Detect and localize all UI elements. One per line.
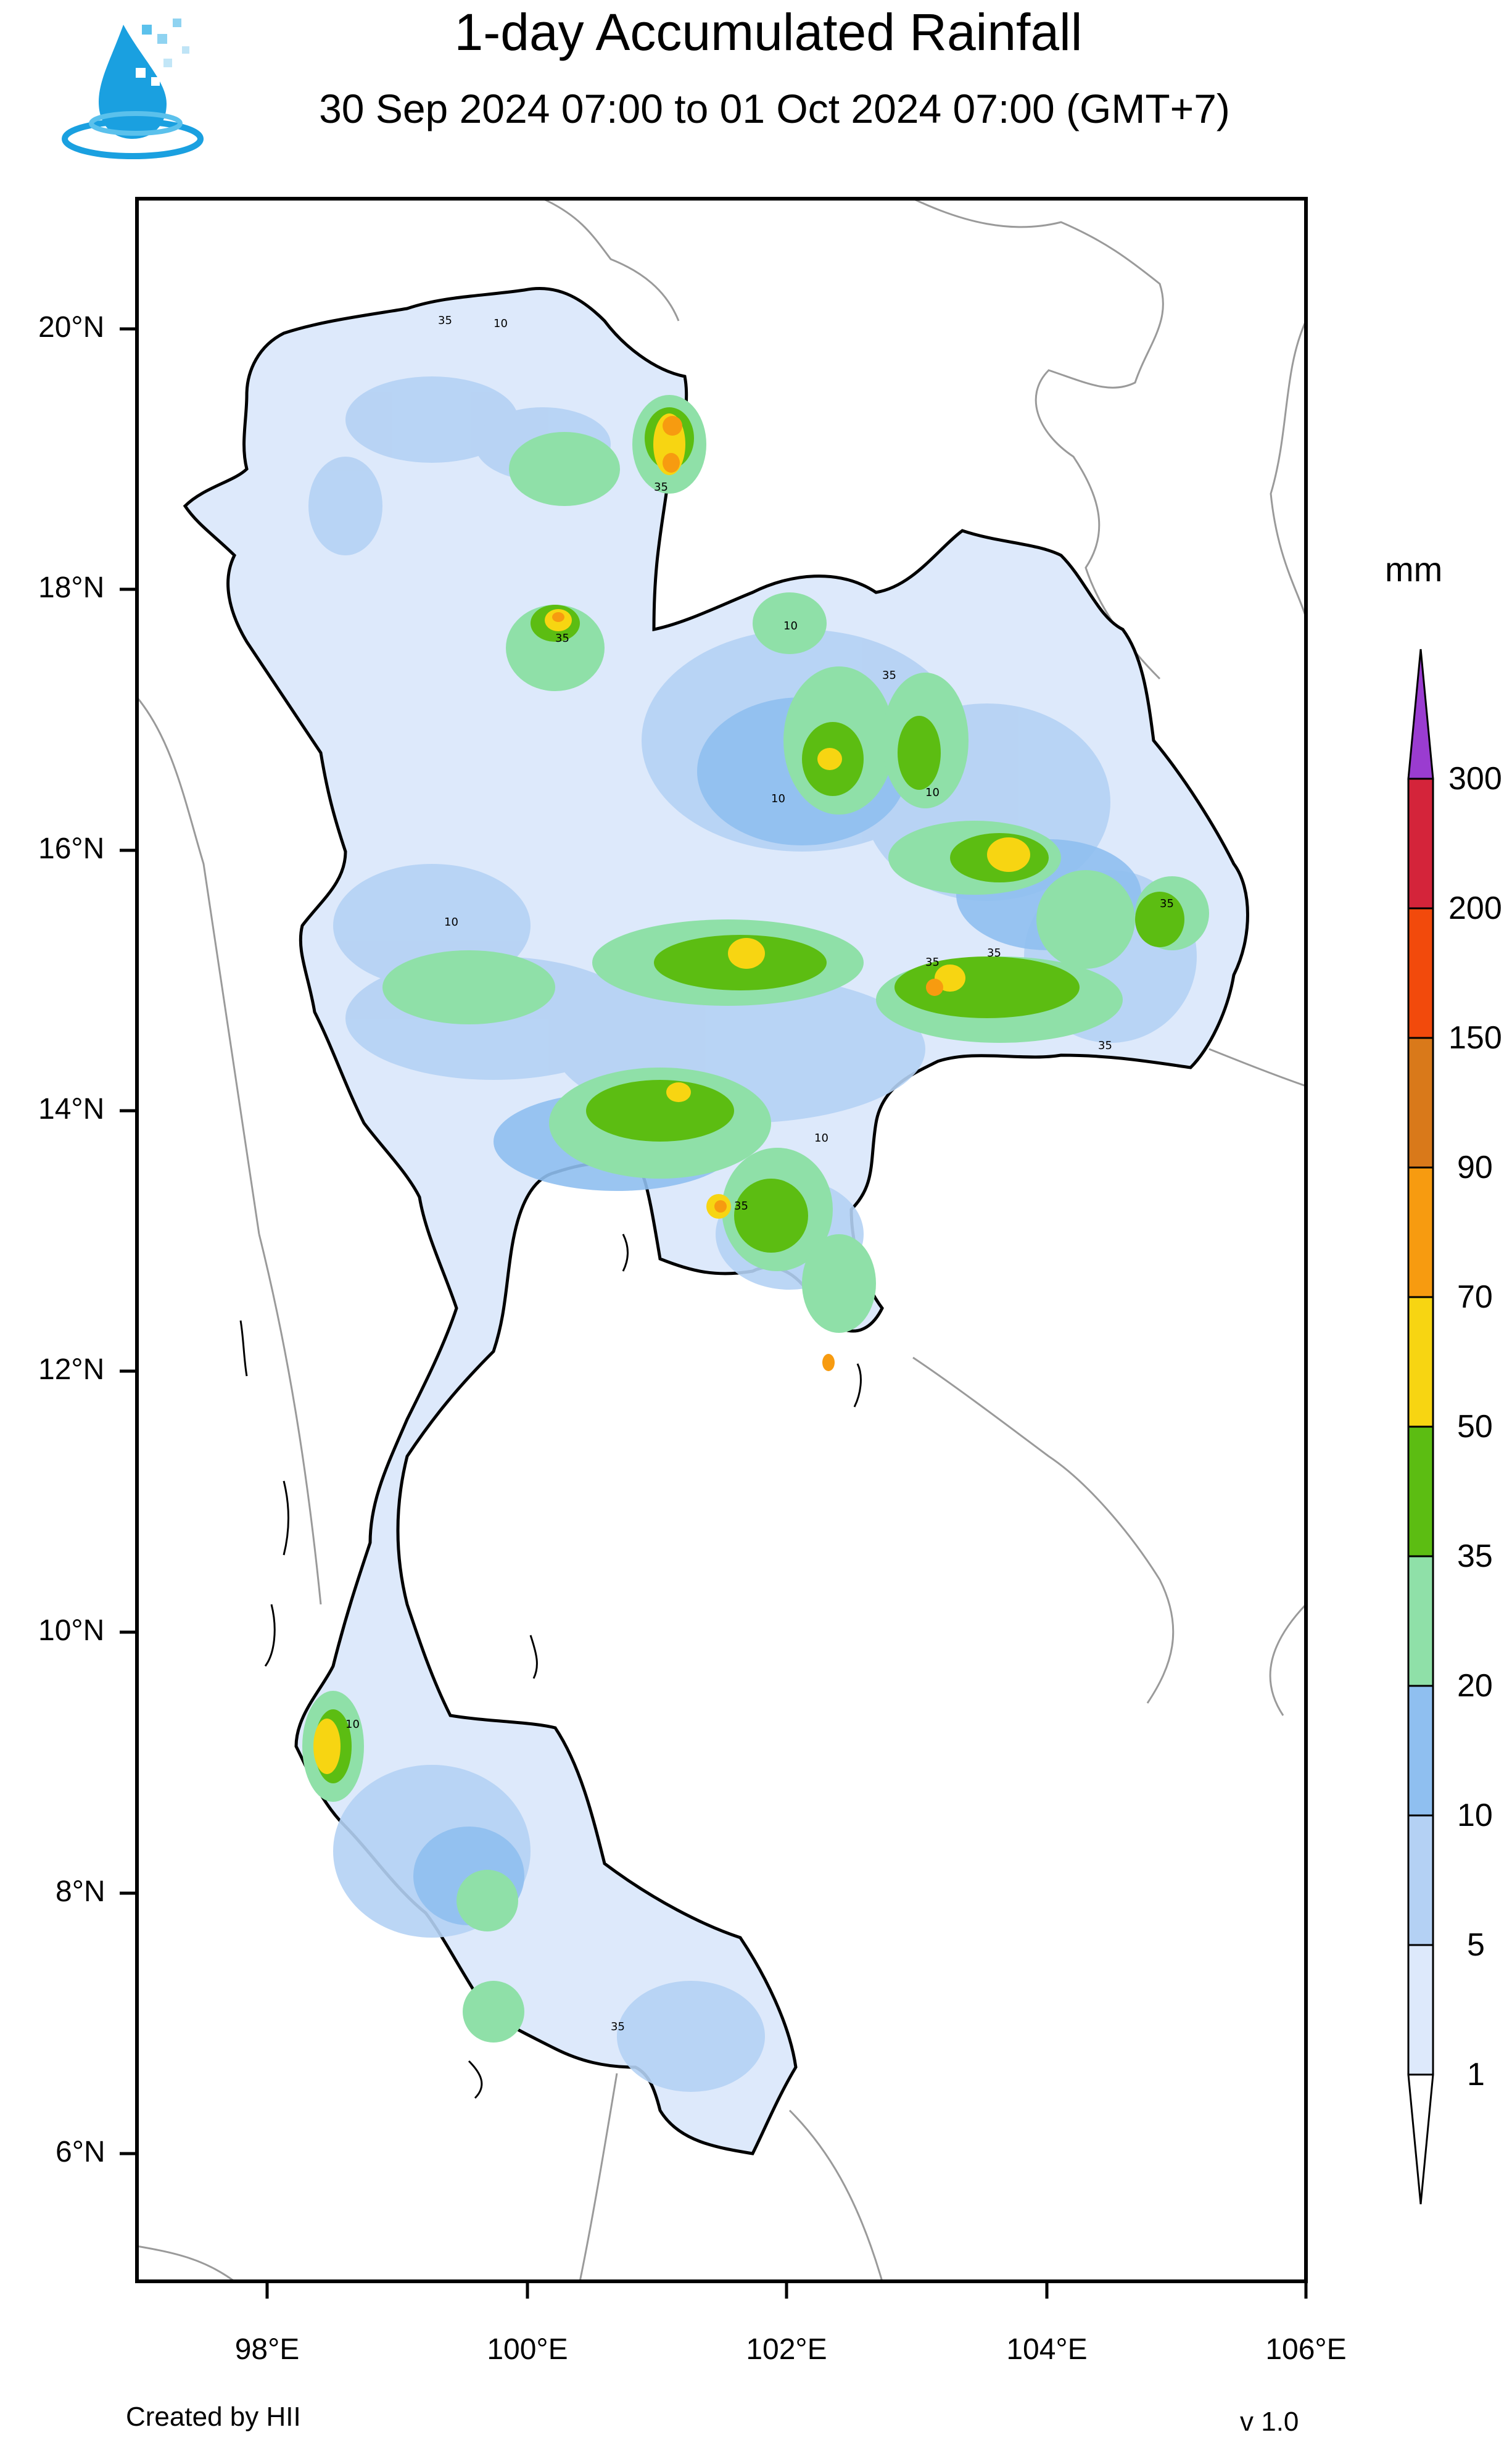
- colorbar: [1407, 649, 1434, 2205]
- map-title: 1-day Accumulated Rainfall: [454, 3, 1083, 61]
- colorbar-bin: [1407, 1944, 1434, 2076]
- colorbar-label: 50: [1457, 1409, 1493, 1445]
- contour-label: 10: [345, 1718, 360, 1731]
- credit-text: Created by HII: [126, 2402, 301, 2432]
- contour-label: 35: [654, 481, 668, 494]
- lat-label-16N: 16°N: [38, 832, 105, 865]
- colorbar-bin: [1407, 1555, 1434, 1687]
- contour-label: 10: [925, 786, 940, 799]
- colorbar-label: 20: [1457, 1668, 1493, 1704]
- contour-label: 10: [771, 792, 785, 805]
- water-drop-logo-icon: [62, 19, 204, 159]
- contour-label: 35: [438, 314, 452, 327]
- colorbar-bin: [1407, 907, 1434, 1039]
- lat-label-12N: 12°N: [38, 1353, 105, 1386]
- islands: [239, 1234, 862, 2099]
- lon-label-100E: 100°E: [487, 2333, 568, 2366]
- lat-label-20N: 20°N: [38, 311, 105, 344]
- contour-label: 10: [494, 317, 508, 330]
- colorbar-unit: mm: [1385, 550, 1443, 589]
- lon-label-106E: 106°E: [1265, 2333, 1347, 2366]
- map-subtitle: 30 Sep 2024 07:00 to 01 Oct 2024 07:00 (…: [319, 86, 1230, 131]
- contour-label: 35: [555, 632, 569, 645]
- contour-label: 35: [611, 2020, 625, 2033]
- lon-label-104E: 104°E: [1006, 2333, 1088, 2366]
- lat-label-6N: 6°N: [56, 2136, 105, 2168]
- version-text: v 1.0: [1240, 2407, 1299, 2437]
- colorbar-label: 200: [1448, 890, 1502, 926]
- colorbar-label: 90: [1457, 1150, 1493, 1185]
- contour-label: 35: [734, 1200, 748, 1213]
- colorbar-label: 150: [1448, 1020, 1502, 1056]
- colorbar-bin: [1407, 1685, 1434, 1817]
- lat-label-10N: 10°N: [38, 1614, 105, 1647]
- colorbar-label: 10: [1457, 1798, 1493, 1833]
- contour-label: 35: [925, 956, 940, 969]
- colorbar-bin: [1407, 1296, 1434, 1428]
- lon-label-102E: 102°E: [746, 2333, 827, 2366]
- colorbar-label: 5: [1467, 1927, 1485, 1963]
- map-frame: [135, 197, 1308, 2283]
- lat-label-14N: 14°N: [38, 1093, 105, 1126]
- colorbar-top-arrow: [1407, 649, 1434, 780]
- rain-very-heavy-areas: [552, 416, 943, 1371]
- colorbar-label: 70: [1457, 1279, 1493, 1315]
- colorbar-label: 35: [1457, 1538, 1493, 1574]
- colorbar-bin: [1407, 1425, 1434, 1557]
- colorbar-bin: [1407, 778, 1434, 910]
- contour-label: 10: [444, 916, 458, 929]
- colorbar-bottom-arrow: [1407, 2073, 1434, 2205]
- lon-ticks: [265, 2281, 1308, 2299]
- colorbar-label: 300: [1448, 761, 1502, 797]
- colorbar-label: 1: [1467, 2057, 1485, 2093]
- contour-label: 35: [882, 669, 896, 682]
- country-borders: [137, 199, 1306, 2281]
- lat-ticks: [120, 327, 137, 2155]
- lon-label-98E: 98°E: [234, 2333, 300, 2366]
- colorbar-bin: [1407, 1814, 1434, 1946]
- colorbar-bin: [1407, 1166, 1434, 1298]
- contour-label: 35: [987, 947, 1001, 960]
- contour-label: 35: [1098, 1039, 1112, 1052]
- contour-label: 35: [1160, 897, 1174, 910]
- lat-label-8N: 8°N: [56, 1875, 105, 1908]
- lat-label-18N: 18°N: [38, 571, 105, 604]
- contour-label: 10: [783, 620, 798, 633]
- colorbar-bin: [1407, 1037, 1434, 1169]
- contour-label: 10: [814, 1132, 828, 1145]
